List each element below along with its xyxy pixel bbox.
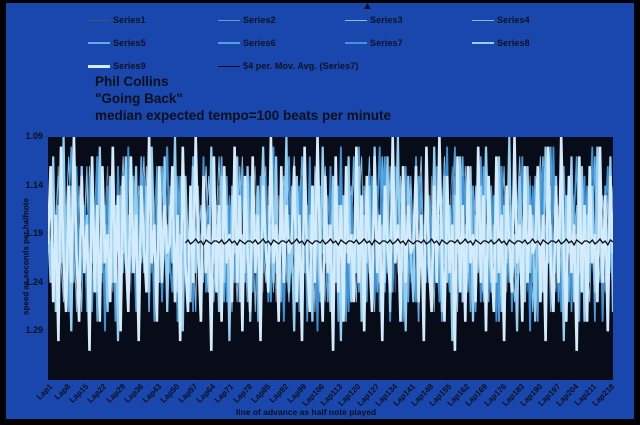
- chart-panel: ▲ Series1 Series2 Series3 Series4 Series5 Ser…: [6, 0, 634, 419]
- legend-label: Series2: [243, 15, 276, 25]
- y-tick-label: 1.09: [25, 131, 43, 141]
- legend-label: Series7: [370, 38, 403, 48]
- chart-title-block: Phil Collins "Going Back" median expecte…: [95, 73, 391, 124]
- legend-label: 54 per. Mov. Avg. (Series7): [243, 61, 359, 71]
- legend-label: Series5: [113, 38, 146, 48]
- legend-label: Series6: [243, 38, 276, 48]
- x-axis-title: line of advance as half note played: [235, 407, 377, 417]
- legend-label: Series4: [497, 15, 530, 25]
- series-plot-svg: [48, 137, 613, 351]
- legend-swatch-line: [88, 19, 110, 21]
- legend-label: Series9: [113, 61, 146, 71]
- legend-item-54-per-mov-avg-series7-: 54 per. Mov. Avg. (Series7): [218, 59, 358, 73]
- legend-item-series3: Series3: [345, 13, 403, 27]
- legend-swatch-line: [345, 42, 367, 44]
- legend-label: Series3: [370, 15, 403, 25]
- y-tick-label: 1.14: [25, 179, 43, 190]
- legend-swatch-line: [472, 19, 494, 21]
- y-tick-label: 1.19: [25, 228, 43, 239]
- legend-swatch-line: [218, 19, 240, 21]
- legend-item-series1: Series1: [88, 13, 146, 27]
- y-tick-label: 1.29: [25, 325, 43, 336]
- legend-swatch-line: [472, 42, 494, 44]
- legend-item-series9: Series9: [88, 59, 146, 73]
- legend-item-series5: Series5: [88, 36, 146, 50]
- legend-item-series7: Series7: [345, 36, 403, 50]
- legend-swatch-line: [88, 64, 110, 68]
- legend-item-series4: Series4: [472, 13, 530, 27]
- moving-average-line: [184, 238, 613, 247]
- legend-item-series6: Series6: [218, 36, 276, 50]
- title-line-artist: Phil Collins: [95, 74, 169, 89]
- y-tick-label: 1.24: [25, 276, 43, 287]
- series-line-series9: [48, 137, 613, 351]
- legend-label: Series1: [113, 15, 146, 25]
- triangle-marker-icon: ▲: [362, 0, 373, 12]
- title-line-tempo: median expected tempo=100 beats per minu…: [95, 108, 391, 123]
- title-line-song: "Going Back": [95, 91, 183, 106]
- legend-swatch-line: [345, 19, 367, 21]
- legend-label: Series8: [497, 38, 530, 48]
- legend-item-series8: Series8: [472, 36, 530, 50]
- y-axis-title: speed as seconds per halfnote: [21, 198, 31, 315]
- legend-swatch-line: [218, 65, 240, 67]
- legend-swatch-line: [88, 42, 110, 44]
- legend-swatch-line: [218, 42, 240, 44]
- legend-item-series2: Series2: [218, 13, 276, 27]
